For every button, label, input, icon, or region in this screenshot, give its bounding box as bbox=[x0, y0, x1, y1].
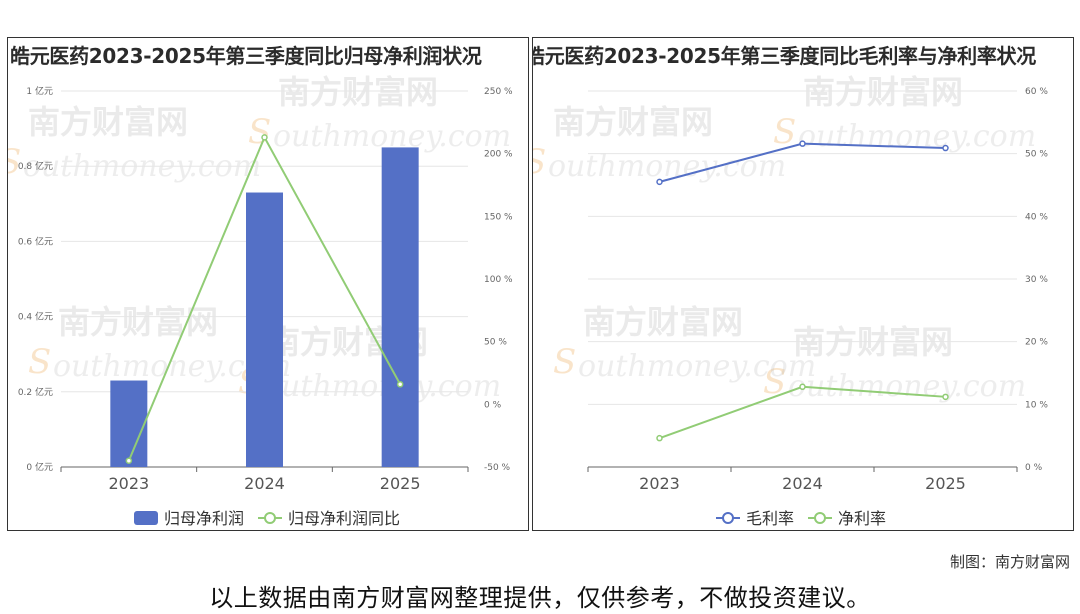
point-guimu-jinglirun-tongbi bbox=[261, 134, 268, 141]
right-chart-panel: 南方财富网Southmoney.com南方财富网Southmoney.com南方… bbox=[532, 37, 1074, 531]
watermark-cn: 南方财富网 bbox=[803, 73, 963, 111]
watermark-cn: 南方财富网 bbox=[28, 103, 188, 141]
right-y-tick-label: 40 % bbox=[1025, 212, 1048, 222]
watermark-cn: 南方财富网 bbox=[553, 103, 713, 141]
right-y-tick-label: -50 % bbox=[484, 463, 511, 473]
watermark-en: outhmoney.com bbox=[578, 349, 816, 384]
left-y-tick-label: 0.6 亿元 bbox=[18, 235, 53, 247]
point-jinglilv bbox=[656, 434, 663, 442]
point-maolilv bbox=[799, 140, 806, 147]
left-y-tick-label: 0.2 亿元 bbox=[18, 386, 53, 398]
right-y-tick-label: 250 % bbox=[484, 87, 513, 97]
right-y-tick-label: 200 % bbox=[484, 150, 513, 160]
right-y-tick-label: 100 % bbox=[484, 275, 513, 285]
disclaimer-text: 以上数据由南方财富网整理提供，仅供参考，不做投资建议。 bbox=[209, 584, 871, 612]
point-guimu-jinglirun-tongbi bbox=[125, 457, 133, 464]
right-y-tick-label: 0 % bbox=[1025, 463, 1043, 473]
legend-swatch-marker bbox=[722, 512, 734, 524]
chart-credit: 制图：南方财富网 bbox=[949, 553, 1070, 571]
watermark-s: S bbox=[763, 362, 786, 402]
left-chart-svg: 南方财富网Southmoney.com南方财富网Southmoney.com南方… bbox=[8, 73, 513, 528]
legend-label: 毛利率 bbox=[746, 509, 794, 528]
bar-guimu-jinglirun bbox=[381, 147, 419, 467]
left-y-tick-label: 0.4 亿元 bbox=[18, 311, 53, 323]
point-jinglilv bbox=[799, 383, 806, 391]
watermark-cn: 南方财富网 bbox=[583, 303, 743, 341]
point-maolilv bbox=[656, 178, 663, 186]
legend-label: 净利率 bbox=[838, 509, 886, 528]
watermark-cn: 南方财富网 bbox=[278, 73, 438, 111]
legend-label: 归母净利润 bbox=[164, 509, 244, 528]
left-x-tick-label: 2024 bbox=[244, 474, 285, 493]
watermark-s: S bbox=[553, 342, 576, 382]
right-x-tick-label: 2023 bbox=[639, 474, 680, 493]
left-y-tick-label: 1 亿元 bbox=[26, 85, 53, 97]
watermark-s: S bbox=[248, 112, 271, 152]
legend-swatch-marker bbox=[814, 512, 826, 524]
point-jinglilv bbox=[942, 393, 949, 401]
point-guimu-jinglirun-tongbi bbox=[396, 381, 404, 388]
right-chart-svg: 南方财富网Southmoney.com南方财富网Southmoney.com南方… bbox=[533, 73, 1048, 528]
watermark-s: S bbox=[773, 112, 796, 152]
left-x-tick-label: 2023 bbox=[108, 474, 149, 493]
left-chart-panel: 南方财富网Southmoney.com南方财富网Southmoney.com南方… bbox=[7, 37, 529, 531]
legend-swatch-marker bbox=[264, 512, 276, 524]
watermark-s: S bbox=[28, 342, 51, 382]
watermark-s: S bbox=[8, 142, 21, 182]
right-y-tick-label: 10 % bbox=[1025, 400, 1048, 410]
watermark-en: outhmoney.com bbox=[788, 369, 1026, 404]
right-y-tick-label: 0 % bbox=[484, 400, 502, 410]
chart-legend: 毛利率 净利率 bbox=[716, 509, 886, 528]
right-x-tick-label: 2025 bbox=[925, 474, 966, 493]
watermark-en: outhmoney.com bbox=[798, 119, 1036, 154]
left-y-tick-label: 0 亿元 bbox=[26, 461, 53, 473]
left-y-tick-label: 0.8 亿元 bbox=[18, 160, 53, 172]
chart-legend: 归母净利润 归母净利润同比 bbox=[134, 509, 400, 528]
watermark-s: S bbox=[533, 142, 546, 182]
watermark-cn: 南方财富网 bbox=[58, 303, 218, 341]
watermark-en: outhmoney.com bbox=[548, 149, 786, 184]
legend-swatch-bar bbox=[134, 511, 158, 525]
right-y-tick-label: 150 % bbox=[484, 212, 513, 222]
bar-guimu-jinglirun bbox=[110, 380, 148, 467]
right-y-tick-label: 50 % bbox=[484, 338, 507, 348]
legend-label: 归母净利润同比 bbox=[288, 509, 400, 528]
bar-guimu-jinglirun bbox=[246, 192, 283, 467]
right-chart-title: 皓元医药2023-2025年第三季度同比毛利率与净利率状况 bbox=[532, 44, 1036, 68]
point-maolilv bbox=[942, 144, 949, 152]
watermark-layer: 南方财富网Southmoney.com南方财富网Southmoney.com南方… bbox=[533, 73, 1036, 404]
right-y-tick-label: 20 % bbox=[1025, 338, 1048, 348]
right-x-tick-label: 2024 bbox=[782, 474, 823, 493]
right-y-tick-label: 30 % bbox=[1025, 275, 1048, 285]
left-chart-title: 皓元医药2023-2025年第三季度同比归母净利润状况 bbox=[10, 44, 482, 68]
right-y-tick-label: 60 % bbox=[1025, 87, 1048, 97]
left-x-tick-label: 2025 bbox=[380, 474, 421, 493]
right-y-tick-label: 50 % bbox=[1025, 150, 1048, 160]
